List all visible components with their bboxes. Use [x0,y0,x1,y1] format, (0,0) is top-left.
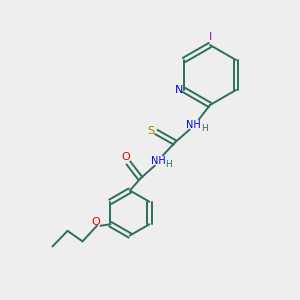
Text: S: S [147,125,155,136]
Text: H: H [166,160,172,169]
Text: O: O [122,152,130,163]
Text: O: O [91,217,100,227]
Text: I: I [208,32,211,42]
Text: NH: NH [186,119,201,130]
Text: NH: NH [151,155,166,166]
Text: N: N [175,85,184,95]
Text: H: H [201,124,207,133]
